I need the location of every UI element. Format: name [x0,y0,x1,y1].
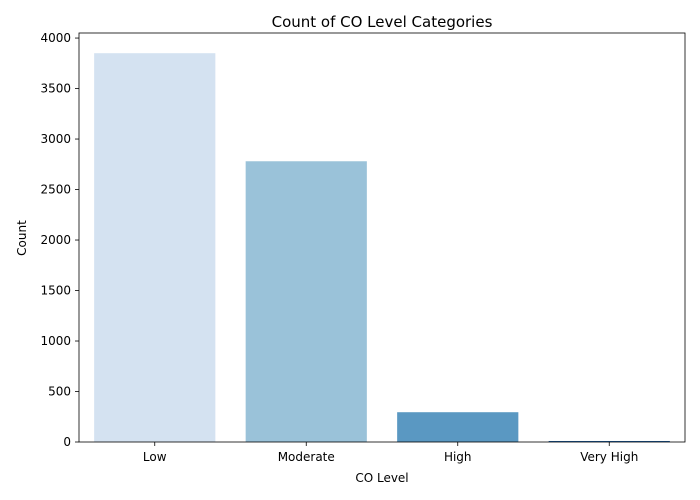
y-tick-label: 2000 [40,233,71,247]
bar-low [94,53,216,442]
bars-group [94,53,670,442]
y-tick-label: 1000 [40,334,71,348]
x-axis-label: CO Level [355,471,408,485]
chart-title: Count of CO Level Categories [272,13,493,31]
y-tick-label: 3500 [40,82,71,96]
x-tick-label: Moderate [278,450,335,464]
plot-frame [78,32,686,443]
y-axis: 0 500 1000 1500 2000 2500 3000 3500 4000 [40,31,79,449]
y-tick-label: 500 [48,385,71,399]
y-tick-label: 2500 [40,183,71,197]
y-axis-label: Count [15,220,29,256]
x-axis: Low Moderate High Very High [143,442,638,464]
bar-moderate [245,161,367,442]
bar-high [397,412,519,442]
bar-very-high [548,440,670,442]
x-tick-label: Low [143,450,167,464]
y-tick-label: 0 [63,435,71,449]
x-tick-label: Very High [580,450,638,464]
y-tick-label: 4000 [40,31,71,45]
y-tick-label: 1500 [40,284,71,298]
y-tick-label: 3000 [40,132,71,146]
x-tick-label: High [444,450,472,464]
